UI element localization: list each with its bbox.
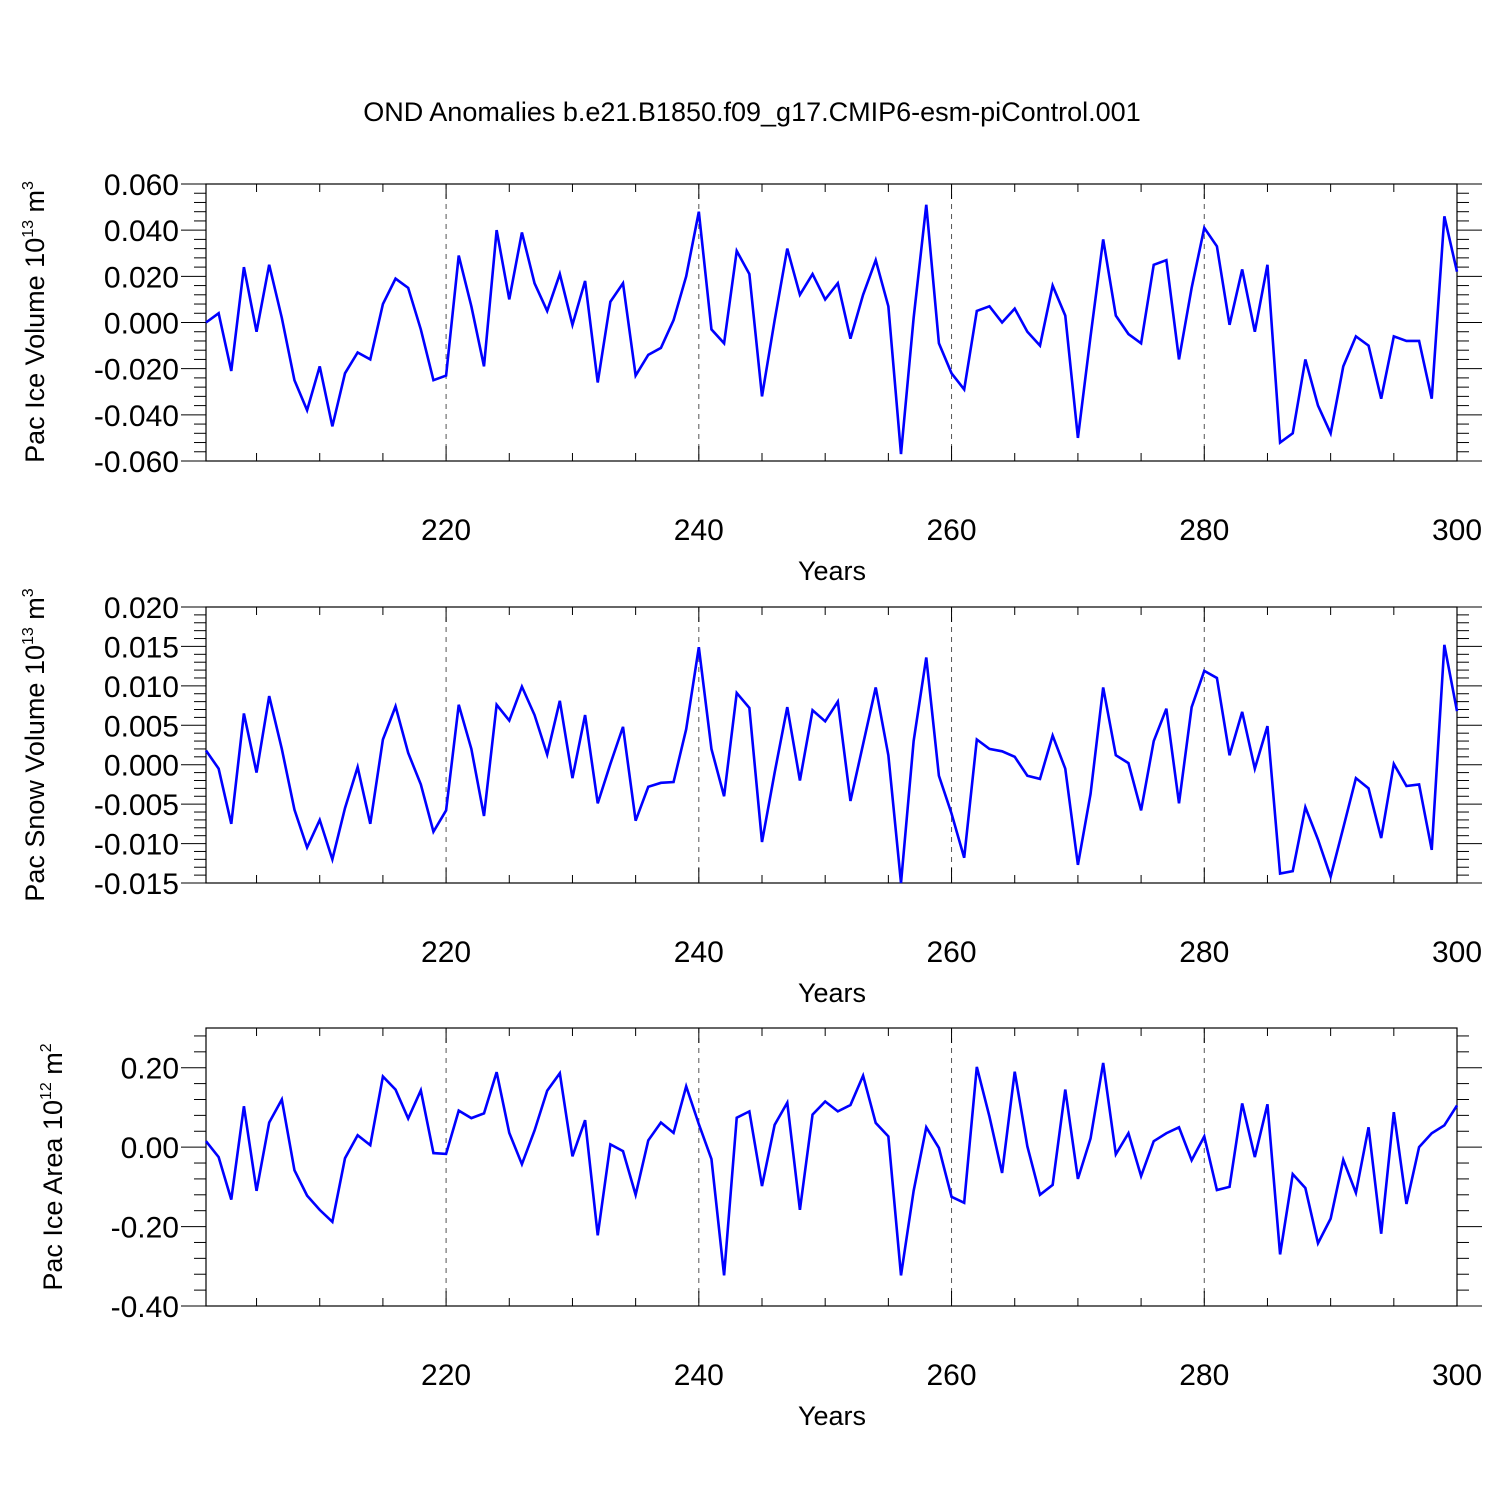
- series-line: [205, 204, 1459, 455]
- y-tick-label: -0.005: [94, 789, 179, 822]
- y-axis-label: Pac Ice Area 1012 m2: [38, 1043, 68, 1290]
- plot-frame: [205, 606, 1458, 884]
- x-tick-label: 260: [927, 936, 977, 969]
- x-tick-label: 240: [674, 1359, 724, 1392]
- series-line: [204, 644, 1459, 884]
- x-tick-label: 220: [421, 936, 471, 969]
- chart-panel-2: -0.015 -0.010 -0.005 0.000 0.005 0.010 0.015 0.…: [20, 588, 1482, 1008]
- y-label-unit: m: [38, 1052, 68, 1082]
- y-label-unit-exponent: 2: [38, 1043, 55, 1052]
- y-label-unit-exponent: 3: [20, 181, 37, 190]
- y-tick-label: 0.000: [104, 308, 179, 341]
- x-axis-label: Years: [798, 978, 866, 1008]
- y-label-unit: m: [20, 190, 50, 220]
- chart-panel-1: -0.060 -0.040 -0.020 0.000 0.020 0.040 0.060 22…: [20, 169, 1482, 586]
- x-tick-label: 240: [674, 514, 724, 547]
- y-tick-label: 0.060: [104, 169, 179, 202]
- panels: -0.060-0.040-0.0200.0000.0200.0400.06022…: [20, 169, 1482, 1431]
- y-tick-label: 0.005: [104, 710, 179, 743]
- y-axis-label: Pac Snow Volume 1013 m3: [20, 588, 50, 901]
- y-tick-label: -0.040: [94, 400, 179, 433]
- y-label-exponent: 13: [20, 220, 37, 238]
- x-tick-label: 300: [1432, 936, 1482, 969]
- y-tick-label: -0.015: [94, 868, 179, 901]
- y-tick-label: 0.010: [104, 671, 179, 704]
- y-label-unit: m: [20, 597, 50, 627]
- y-tick-label: 0.015: [104, 631, 179, 664]
- y-label-exponent: 12: [38, 1082, 55, 1100]
- x-tick-label: 260: [927, 1359, 977, 1392]
- plot-frame: [205, 1027, 1458, 1307]
- series-line: [204, 1062, 1459, 1276]
- y-tick-label: 0.020: [104, 592, 179, 625]
- x-tick-label: 300: [1432, 1359, 1482, 1392]
- x-tick-label: 260: [927, 514, 977, 547]
- y-tick-label: -0.40: [111, 1291, 179, 1324]
- plot-frame: [205, 183, 1458, 462]
- x-tick-label: 300: [1432, 514, 1482, 547]
- y-tick-label: -0.20: [111, 1212, 179, 1245]
- y-axis-label: Pac Ice Volume 1013 m3: [20, 181, 50, 463]
- y-label-text: Pac Ice Area 10: [38, 1100, 68, 1291]
- x-tick-label: 280: [1179, 1359, 1229, 1392]
- y-tick-label: -0.060: [94, 446, 179, 479]
- y-label-exponent: 13: [20, 627, 37, 645]
- y-tick-label: 0.040: [104, 215, 179, 248]
- y-tick-label: 0.20: [121, 1053, 179, 1086]
- y-label-unit-exponent: 3: [20, 588, 37, 597]
- x-axis-label: Years: [798, 1401, 866, 1431]
- chart-panel-3: -0.40 -0.20 0.00 0.20 220 240 260 280 300 Years Pa…: [38, 1027, 1482, 1431]
- x-axis-label: Years: [798, 556, 866, 586]
- figure-title: OND Anomalies b.e21.B1850.f09_g17.CMIP6-…: [363, 97, 1140, 127]
- y-label-text: Pac Ice Volume 10: [20, 238, 50, 463]
- x-tick-label: 280: [1179, 936, 1229, 969]
- x-tick-label: 220: [421, 514, 471, 547]
- y-tick-label: 0.00: [121, 1132, 179, 1165]
- y-tick-label: -0.010: [94, 829, 179, 862]
- y-tick-label: 0.000: [104, 750, 179, 783]
- x-tick-label: 280: [1179, 514, 1229, 547]
- y-tick-label: 0.020: [104, 261, 179, 294]
- y-tick-label: -0.020: [94, 354, 179, 387]
- x-tick-label: 240: [674, 936, 724, 969]
- y-label-text: Pac Snow Volume 10: [20, 645, 50, 902]
- x-tick-label: 220: [421, 1359, 471, 1392]
